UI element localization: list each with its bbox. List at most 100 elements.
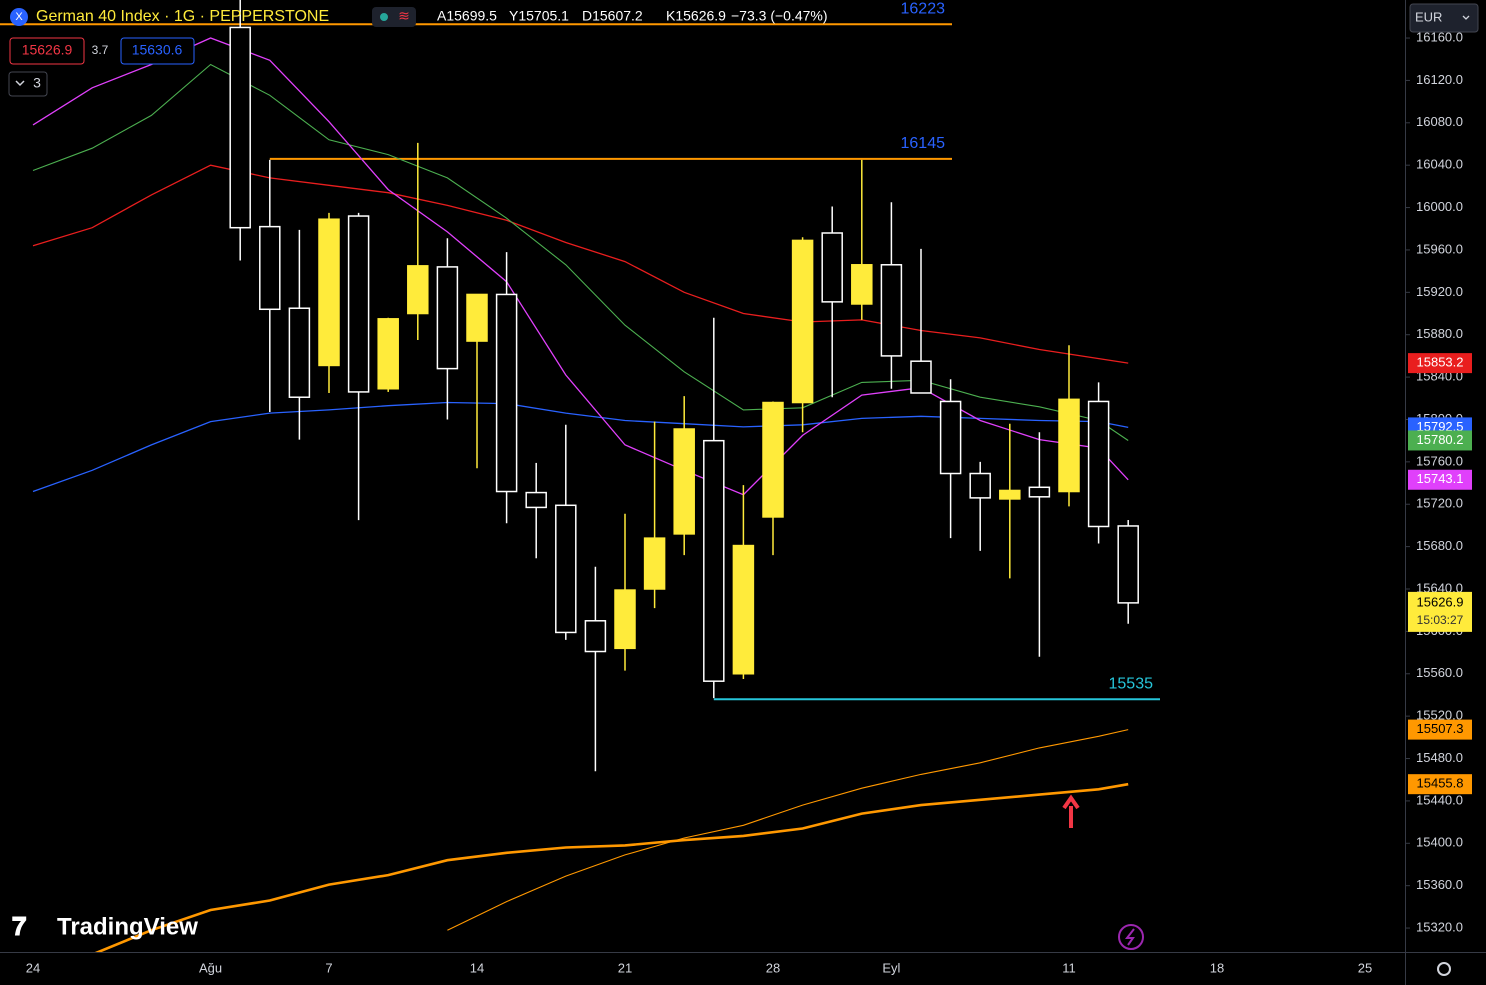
series-price-badge-label: 15743.1 [1417,471,1464,486]
last-price-badge [1408,591,1472,632]
alert-icon[interactable] [1118,924,1144,950]
y-tick-label: 15960.0 [1416,241,1463,256]
y-tick-label: 15520.0 [1416,708,1463,723]
series-price-badge-label: 15792.5 [1417,419,1464,434]
indicator-count[interactable]: 3 [33,75,41,91]
candle-body [525,491,547,509]
series-price-badge-label: 15507.3 [1417,721,1464,736]
symbol-icon [10,8,28,26]
x-tick-label: 18 [1210,960,1224,975]
y-tick-label: 15680.0 [1416,538,1463,553]
price-level-label: 16223 [901,0,946,17]
alert-bolt [1124,928,1135,946]
candle-body [791,239,814,404]
candle-body [555,504,577,634]
plot-area [0,0,1160,952]
candle-body [732,544,755,675]
candle-body [614,589,636,650]
candle-body [643,537,666,590]
buy-price[interactable]: 15630.6 [132,42,183,58]
y-tick-label: 15760.0 [1416,453,1463,468]
price-level-label: 15535 [1109,675,1154,692]
candle-body [821,232,843,303]
series-price-badge [1408,430,1472,451]
candle-body [762,401,784,518]
countdown: 15:03:27 [1417,613,1464,627]
settings-icon[interactable] [1437,962,1451,976]
candle-body [407,265,429,315]
candle-body [1087,400,1110,528]
y-tick-label: 15720.0 [1416,496,1463,511]
candle-body [347,215,370,393]
x-tick-label: 28 [766,960,780,975]
series-price-badge-label: 15455.8 [1417,776,1464,791]
symbol-icon-letter: X [15,11,23,23]
buy-button[interactable] [120,37,195,65]
chevron-icon [1462,15,1470,20]
candle-body [377,318,399,390]
x-tick-label: 14 [470,960,484,975]
x-tick-label: 25 [1358,960,1372,975]
series-price-badge [1408,469,1472,490]
annotation-arrow [1062,794,1080,828]
y-tick-label: 15560.0 [1416,665,1463,680]
sell-button[interactable] [9,37,85,65]
x-tick-label: Eyl [882,960,900,975]
moving-average-line [32,37,1129,496]
x-tick-label: 11 [1062,960,1076,975]
y-tick-label: 16080.0 [1416,114,1463,129]
candle-body [851,264,873,305]
candle-body [495,293,518,493]
candle-body [229,26,251,229]
x-tick-label: 21 [618,960,632,975]
chart-title[interactable]: German 40 Index · 1G · PEPPERSTONE [36,8,329,25]
axes: 16160.0 16120.0 16080.0 16040.0 16000.0 15960… [26,29,1472,975]
x-tick-label: Ağu [199,960,222,975]
series-price-badge [1408,719,1472,740]
currency-select[interactable] [1409,3,1479,33]
y-tick-label: 15880.0 [1416,326,1463,341]
candle-body [288,307,311,398]
sell-price[interactable]: 15626.9 [22,42,73,58]
watermark-logo: 𝟕 [12,911,27,941]
y-tick-label: 15920.0 [1416,284,1463,299]
candle-body [466,293,488,342]
y-tick-label: 16160.0 [1416,29,1463,44]
price-level-label: 16145 [901,135,946,152]
series-price-badge [1408,353,1472,374]
currency[interactable]: EUR [1415,9,1442,24]
moving-average-line [94,782,1129,952]
y-tick-label: 15480.0 [1416,750,1463,765]
candle-body [318,218,340,367]
y-tick-label: 16000.0 [1416,199,1463,214]
candle-body [969,472,991,499]
x-tick-label: 24 [26,960,40,975]
y-tick-label: 15640.0 [1416,580,1463,595]
candle-body [1117,525,1139,604]
series-price-badge [1408,774,1472,795]
candle-body [910,360,932,394]
series-price-badge-label: 15780.2 [1417,432,1464,447]
ohlc-header: A15699.5 Y15705.1 D15607.2 K15626.9 −73.3 (−… [437,8,828,24]
ohlc-value: −73.3 (−0.47%) [731,8,828,24]
market-open-dot [380,13,388,21]
candle-body [880,264,903,357]
y-tick-label: 16120.0 [1416,72,1463,87]
series-price-badge-label: 15853.2 [1417,355,1464,370]
candle-body [703,439,725,682]
chevron-icon [15,80,25,87]
spread: 3.7 [92,43,109,57]
candle-body [1058,398,1080,493]
ohlc-value: K15626.9 [666,8,726,24]
x-tick-label: 7 [325,960,332,975]
last-price-label: 15626.9 [1417,594,1464,609]
y-tick-label: 15400.0 [1416,835,1463,850]
indicator-toggle[interactable] [8,71,48,97]
moving-average-line [32,63,1129,441]
candle-body [939,400,962,475]
candle-body [436,266,459,370]
y-tick-label: 15440.0 [1416,792,1463,807]
status-pill[interactable] [372,7,416,27]
moving-average-line [447,729,1129,931]
